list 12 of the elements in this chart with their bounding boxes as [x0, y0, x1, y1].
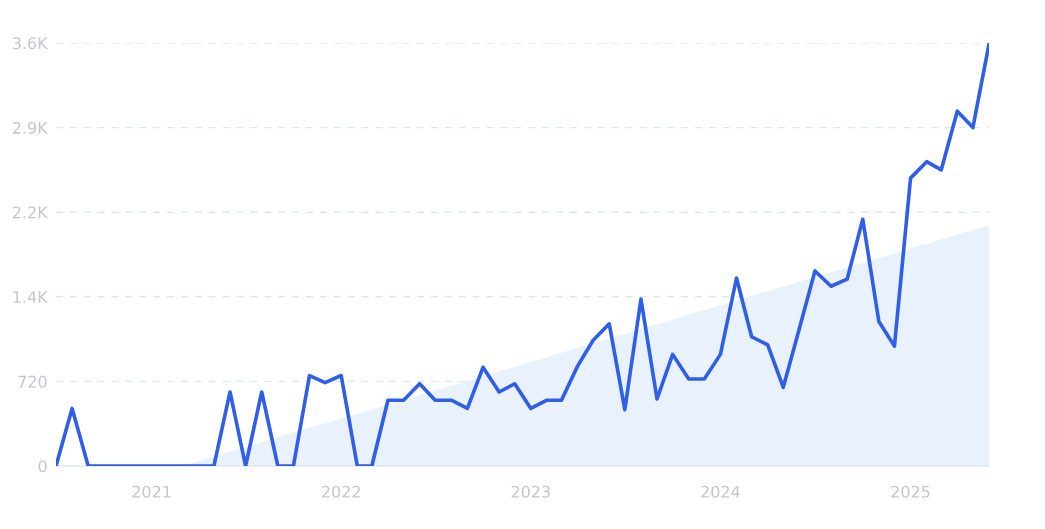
y-tick-label: 720	[18, 375, 47, 388]
y-tick-label: 0	[38, 460, 47, 473]
x-tick-label: 2024	[701, 485, 740, 498]
y-tick-label: 3.6K	[13, 37, 48, 50]
y-tick-label: 2.9K	[12, 121, 48, 134]
y-tick-label: 1.4K	[13, 291, 48, 303]
y-tick-label: 2.2K	[12, 206, 48, 219]
line-series	[56, 43, 989, 466]
x-tick-label: 2025	[891, 485, 930, 498]
x-tick-label: 2021	[132, 485, 171, 498]
x-tick-label: 2023	[511, 485, 550, 498]
x-tick-label: 2022	[322, 485, 360, 498]
